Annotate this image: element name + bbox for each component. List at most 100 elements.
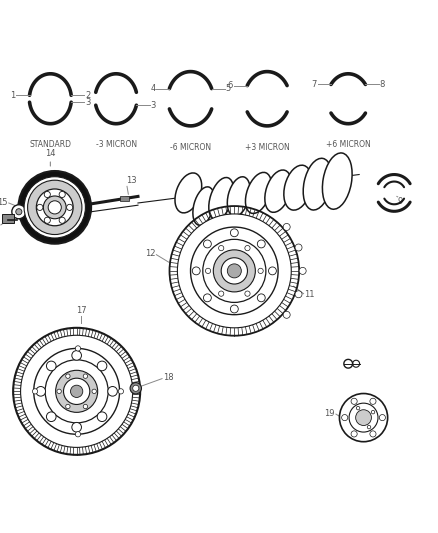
Circle shape	[219, 291, 224, 296]
Circle shape	[371, 410, 375, 414]
Ellipse shape	[303, 158, 332, 210]
Bar	[120, 197, 129, 201]
Circle shape	[349, 403, 378, 432]
Circle shape	[18, 171, 91, 244]
Circle shape	[75, 432, 81, 437]
Circle shape	[205, 268, 211, 273]
Ellipse shape	[193, 187, 215, 225]
Ellipse shape	[245, 172, 272, 213]
Circle shape	[351, 398, 357, 405]
Circle shape	[59, 191, 65, 198]
Text: 15: 15	[0, 198, 8, 207]
Circle shape	[16, 209, 22, 215]
Circle shape	[92, 389, 96, 393]
Circle shape	[268, 267, 276, 275]
Circle shape	[230, 305, 238, 313]
Circle shape	[75, 346, 81, 351]
Circle shape	[44, 191, 50, 198]
Circle shape	[21, 335, 133, 447]
Circle shape	[379, 415, 385, 421]
Bar	[2, 214, 14, 223]
Text: 9: 9	[398, 197, 403, 206]
Circle shape	[356, 410, 371, 425]
Circle shape	[356, 406, 360, 410]
Text: -3 MICRON: -3 MICRON	[95, 140, 137, 149]
Circle shape	[72, 423, 81, 432]
Text: +3 MICRON: +3 MICRON	[245, 142, 290, 151]
Circle shape	[219, 246, 224, 251]
Text: 14: 14	[45, 149, 56, 158]
Circle shape	[258, 294, 265, 302]
Circle shape	[66, 405, 70, 409]
Circle shape	[118, 389, 124, 394]
Circle shape	[245, 246, 250, 251]
Text: +6 MICRON: +6 MICRON	[326, 140, 371, 149]
Circle shape	[83, 374, 88, 378]
Circle shape	[192, 267, 200, 275]
Text: 10: 10	[242, 223, 253, 232]
Circle shape	[283, 311, 290, 318]
Circle shape	[367, 425, 371, 429]
Ellipse shape	[284, 165, 312, 210]
Text: 12: 12	[145, 249, 155, 258]
Circle shape	[283, 223, 290, 230]
Text: 6: 6	[228, 81, 233, 90]
Circle shape	[45, 360, 108, 423]
Circle shape	[191, 227, 278, 314]
Text: 2: 2	[85, 91, 91, 100]
Circle shape	[32, 389, 38, 394]
Circle shape	[46, 361, 56, 371]
Circle shape	[258, 240, 265, 248]
Circle shape	[44, 217, 50, 223]
Circle shape	[258, 268, 263, 273]
Text: 13: 13	[126, 176, 137, 185]
Circle shape	[203, 294, 211, 302]
Text: STANDARD: STANDARD	[29, 140, 71, 149]
Circle shape	[83, 405, 88, 409]
Ellipse shape	[265, 170, 291, 212]
Circle shape	[295, 244, 302, 251]
Circle shape	[133, 385, 139, 391]
Text: 5: 5	[226, 84, 231, 93]
Circle shape	[245, 291, 250, 296]
Circle shape	[48, 201, 61, 214]
Circle shape	[71, 385, 83, 398]
Circle shape	[56, 370, 98, 413]
Circle shape	[12, 205, 26, 219]
Circle shape	[97, 412, 107, 422]
Circle shape	[66, 374, 70, 378]
Circle shape	[34, 349, 120, 434]
Circle shape	[177, 214, 291, 328]
Circle shape	[370, 431, 376, 437]
Text: 3: 3	[150, 101, 156, 110]
Text: 1: 1	[10, 91, 15, 100]
Circle shape	[72, 351, 81, 360]
Circle shape	[36, 386, 46, 396]
Circle shape	[227, 264, 241, 278]
Circle shape	[203, 240, 211, 248]
Text: -6 MICRON: -6 MICRON	[170, 142, 211, 151]
Circle shape	[203, 239, 266, 302]
Circle shape	[351, 431, 357, 437]
Circle shape	[97, 361, 107, 371]
Ellipse shape	[209, 177, 233, 220]
Text: 18: 18	[163, 373, 174, 382]
Circle shape	[37, 204, 43, 211]
Text: 17: 17	[76, 306, 86, 314]
Text: 7: 7	[311, 80, 317, 89]
Circle shape	[46, 412, 56, 422]
Text: 19: 19	[325, 409, 335, 418]
Circle shape	[43, 196, 66, 219]
Circle shape	[370, 398, 376, 405]
Circle shape	[67, 204, 73, 211]
Circle shape	[213, 250, 255, 292]
Ellipse shape	[175, 173, 202, 213]
Circle shape	[230, 229, 238, 237]
Circle shape	[130, 383, 141, 394]
Text: 4: 4	[150, 84, 155, 93]
Circle shape	[342, 415, 348, 421]
Circle shape	[221, 258, 247, 284]
Circle shape	[299, 268, 306, 274]
Ellipse shape	[322, 153, 352, 209]
Text: 3: 3	[85, 98, 91, 107]
